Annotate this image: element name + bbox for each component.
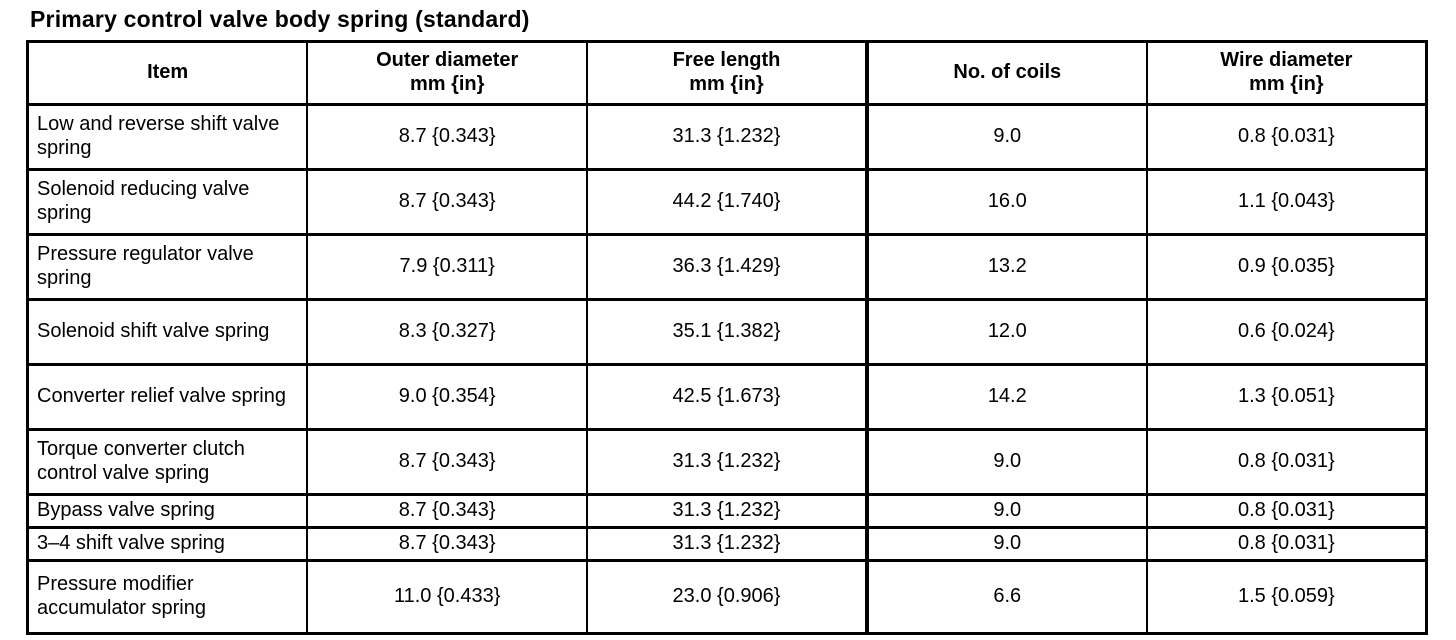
cell-item: Torque converter clutch control valve sp… xyxy=(26,428,309,496)
cell-free-length: 31.3 {1.232} xyxy=(586,428,868,496)
cell-no-of-coils: 13.2 xyxy=(864,233,1148,301)
column-unit: mm {in} xyxy=(409,73,485,95)
cell-item: Solenoid reducing valve spring xyxy=(26,168,309,236)
column-label: Free length xyxy=(672,49,781,72)
column-unit: mm {in} xyxy=(689,73,764,95)
column-header-item: Item xyxy=(26,40,309,106)
cell-item: 3–4 shift valve spring xyxy=(26,526,309,562)
cell-outer-diameter: 8.7 {0.343} xyxy=(306,103,589,171)
column-header-wire-diameter: Wire diameter mm {in} xyxy=(1145,40,1428,106)
column-header-free-length: Free length mm {in} xyxy=(586,40,868,106)
cell-wire-diameter: 0.8 {0.031} xyxy=(1145,526,1428,562)
table-row: Low and reverse shift valve spring 8.7 {… xyxy=(26,103,1428,171)
table-row: Converter relief valve spring 9.0 {0.354… xyxy=(26,363,1428,431)
cell-outer-diameter: 8.7 {0.343} xyxy=(306,493,589,529)
cell-outer-diameter: 8.3 {0.327} xyxy=(306,298,589,366)
table-row: Solenoid reducing valve spring 8.7 {0.34… xyxy=(26,168,1428,236)
cell-outer-diameter: 8.7 {0.343} xyxy=(306,428,589,496)
table-row: Torque converter clutch control valve sp… xyxy=(26,428,1428,496)
cell-no-of-coils: 12.0 xyxy=(864,298,1148,366)
table-row: Pressure regulator valve spring 7.9 {0.3… xyxy=(26,233,1428,301)
column-unit: mm {in} xyxy=(1249,73,1324,95)
cell-item: Converter relief valve spring xyxy=(26,363,309,431)
cell-wire-diameter: 1.1 {0.043} xyxy=(1145,168,1428,236)
cell-free-length: 36.3 {1.429} xyxy=(586,233,868,301)
cell-free-length: 44.2 {1.740} xyxy=(586,168,868,236)
cell-wire-diameter: 1.5 {0.059} xyxy=(1145,559,1428,635)
cell-item: Pressure regulator valve spring xyxy=(26,233,309,301)
cell-no-of-coils: 9.0 xyxy=(864,428,1148,496)
column-header-outer-diameter: Outer diameter mm {in} xyxy=(306,40,589,106)
table-row: 3–4 shift valve spring 8.7 {0.343} 31.3 … xyxy=(26,526,1428,562)
column-label: Outer diameter xyxy=(376,49,519,72)
cell-free-length: 23.0 {0.906} xyxy=(586,559,868,635)
cell-free-length: 31.3 {1.232} xyxy=(586,103,868,171)
cell-wire-diameter: 0.8 {0.031} xyxy=(1145,428,1428,496)
cell-outer-diameter: 8.7 {0.343} xyxy=(306,168,589,236)
spring-spec-table: Item Outer diameter mm {in} Free length … xyxy=(26,40,1428,635)
column-header-no-of-coils: No. of coils xyxy=(864,40,1148,106)
cell-item: Bypass valve spring xyxy=(26,493,309,529)
cell-wire-diameter: 0.9 {0.035} xyxy=(1145,233,1428,301)
cell-wire-diameter: 0.8 {0.031} xyxy=(1145,103,1428,171)
cell-outer-diameter: 7.9 {0.311} xyxy=(306,233,589,301)
column-label: Wire diameter xyxy=(1220,49,1353,72)
cell-outer-diameter: 8.7 {0.343} xyxy=(306,526,589,562)
cell-free-length: 31.3 {1.232} xyxy=(586,493,868,529)
page-title: Primary control valve body spring (stand… xyxy=(30,6,530,32)
table-row: Solenoid shift valve spring 8.3 {0.327} … xyxy=(26,298,1428,366)
column-label: No. of coils xyxy=(953,61,1062,84)
cell-item: Solenoid shift valve spring xyxy=(26,298,309,366)
cell-free-length: 31.3 {1.232} xyxy=(586,526,868,562)
cell-wire-diameter: 0.8 {0.031} xyxy=(1145,493,1428,529)
cell-free-length: 35.1 {1.382} xyxy=(586,298,868,366)
cell-wire-diameter: 1.3 {0.051} xyxy=(1145,363,1428,431)
cell-no-of-coils: 16.0 xyxy=(864,168,1148,236)
header-row: Item Outer diameter mm {in} Free length … xyxy=(26,40,1428,106)
cell-no-of-coils: 9.0 xyxy=(864,103,1148,171)
cell-no-of-coils: 6.6 xyxy=(864,559,1148,635)
cell-outer-diameter: 11.0 {0.433} xyxy=(306,559,589,635)
table-row: Bypass valve spring 8.7 {0.343} 31.3 {1.… xyxy=(26,493,1428,529)
table-row: Pressure modifier accumulator spring 11.… xyxy=(26,559,1428,635)
cell-item: Low and reverse shift valve spring xyxy=(26,103,309,171)
cell-outer-diameter: 9.0 {0.354} xyxy=(306,363,589,431)
cell-no-of-coils: 14.2 xyxy=(864,363,1148,431)
cell-no-of-coils: 9.0 xyxy=(864,526,1148,562)
cell-item: Pressure modifier accumulator spring xyxy=(26,559,309,635)
cell-no-of-coils: 9.0 xyxy=(864,493,1148,529)
column-label: Item xyxy=(147,61,189,84)
cell-wire-diameter: 0.6 {0.024} xyxy=(1145,298,1428,366)
cell-free-length: 42.5 {1.673} xyxy=(586,363,868,431)
